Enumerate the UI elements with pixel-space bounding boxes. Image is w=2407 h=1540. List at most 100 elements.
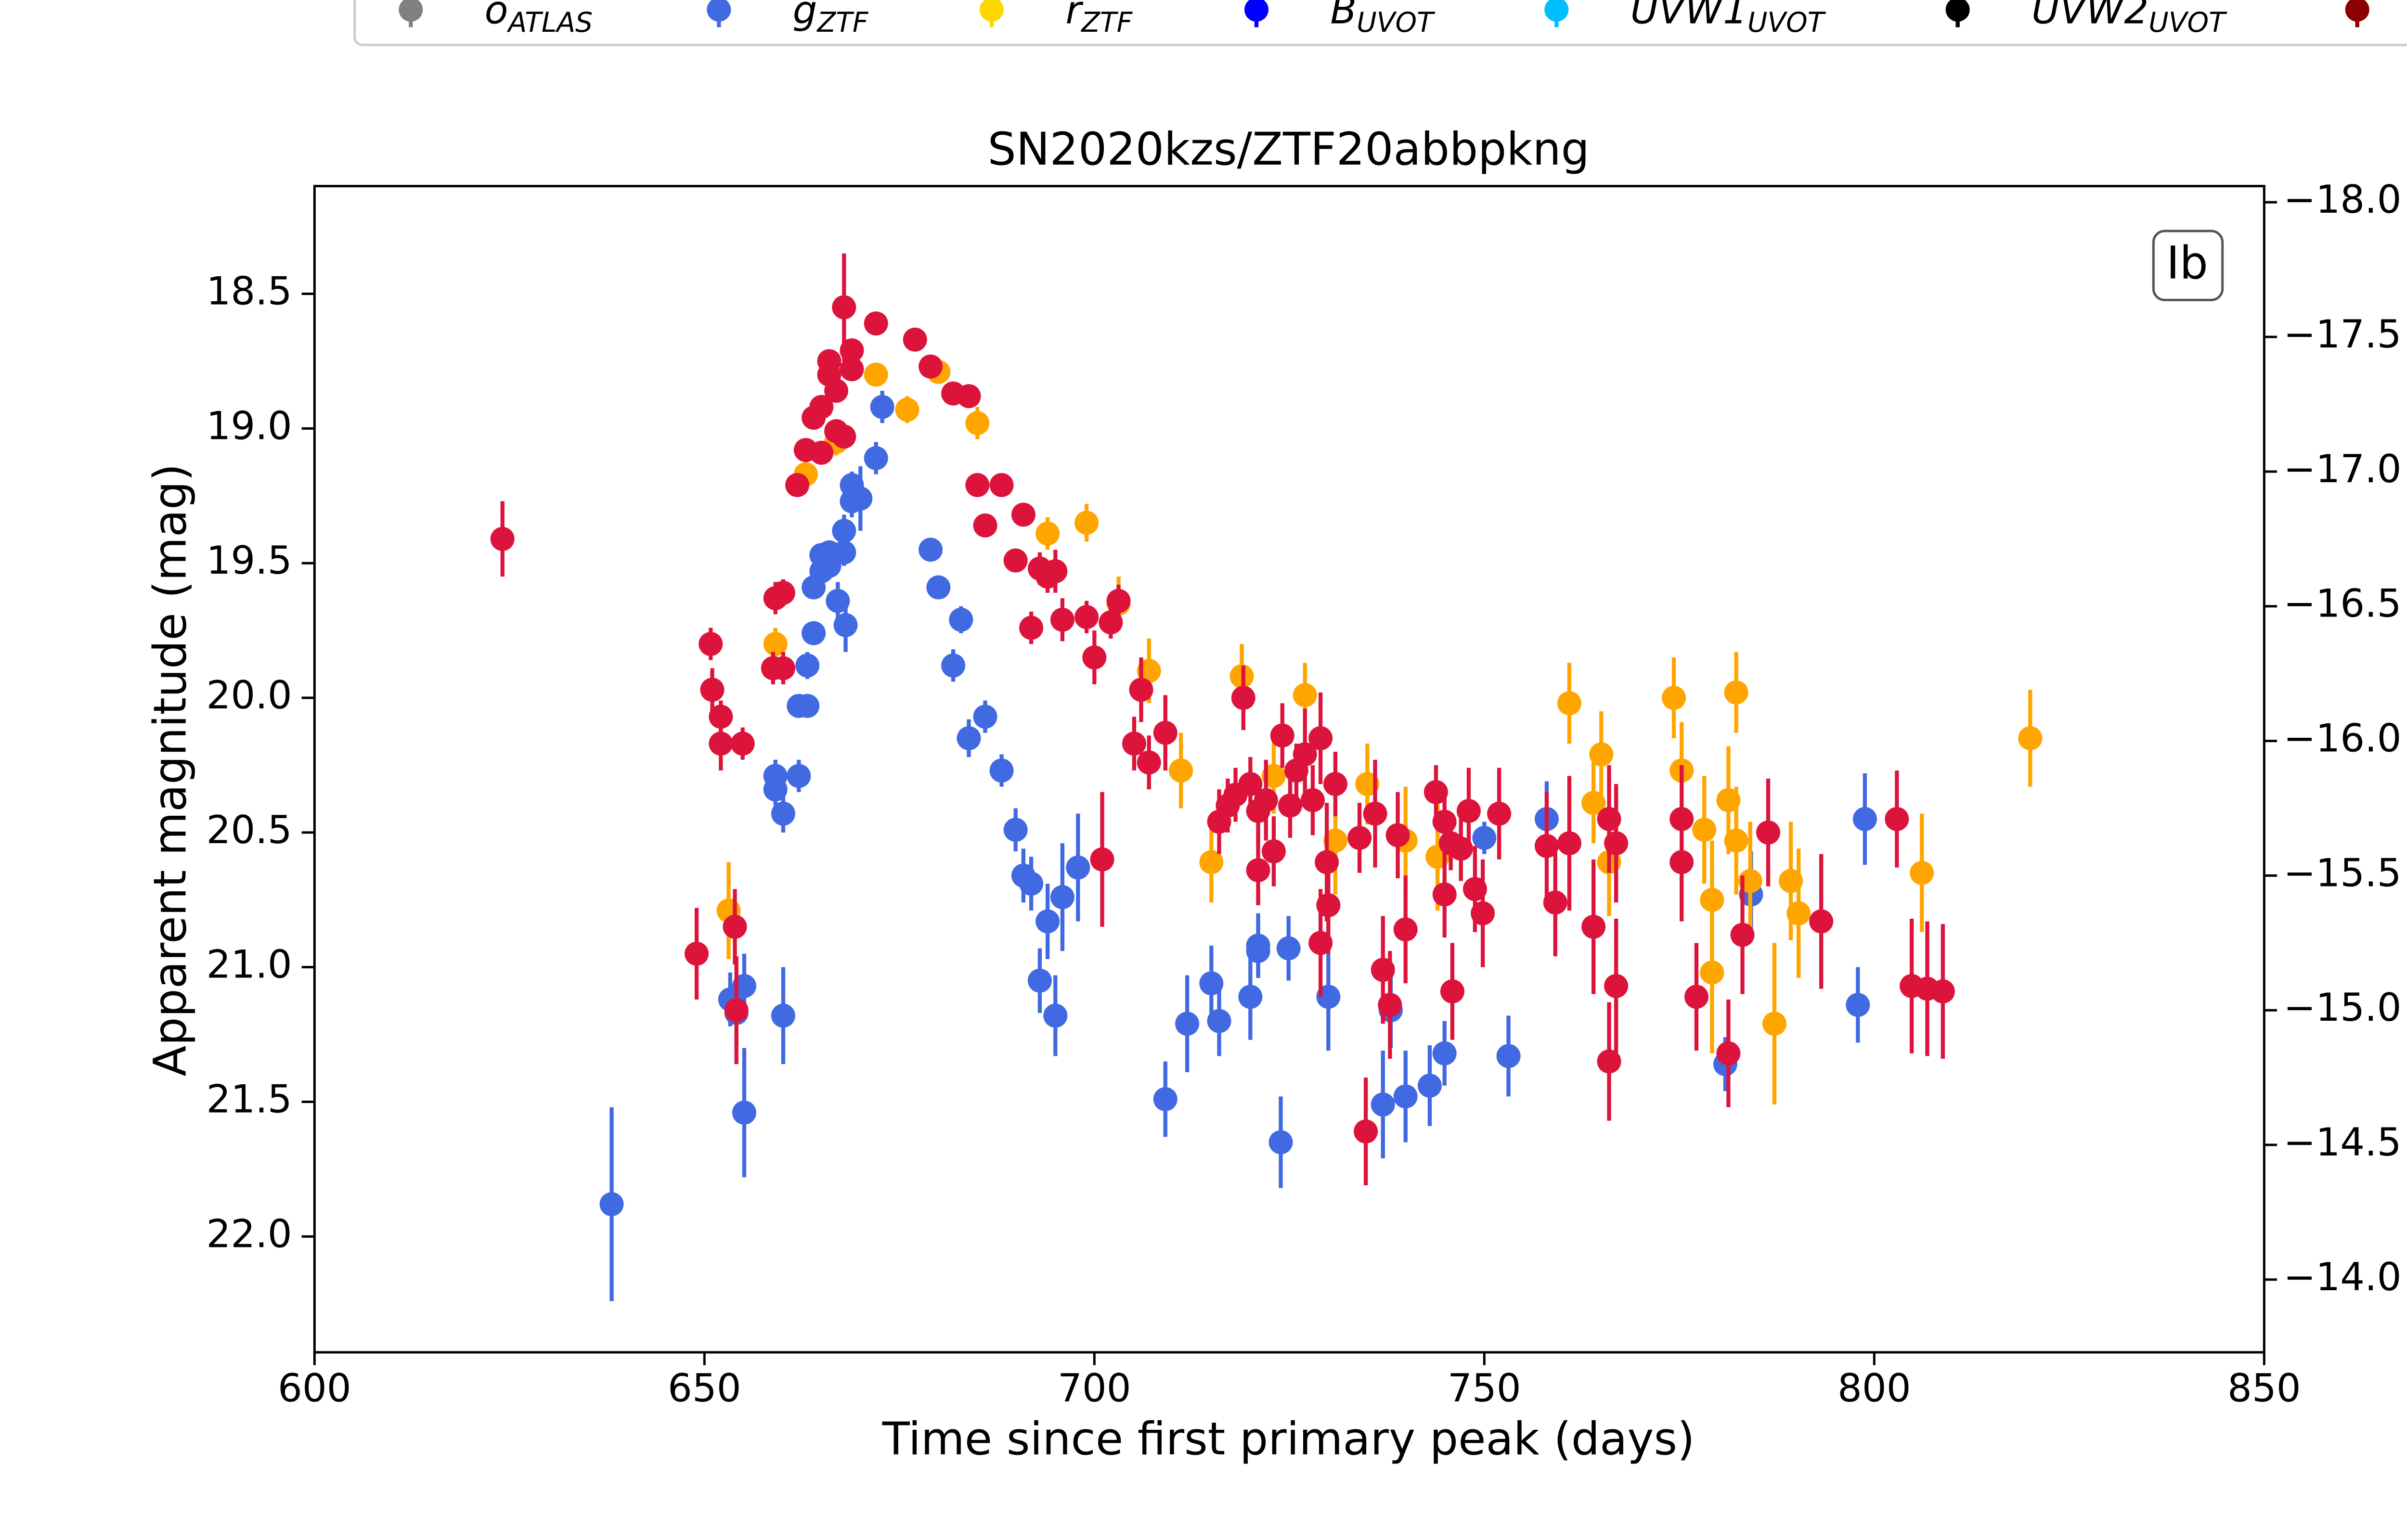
- legend-marker: [1544, 0, 1569, 22]
- data-point: [763, 632, 788, 656]
- y2-tick-label: −15.0: [2283, 985, 2401, 1030]
- data-point: [785, 473, 810, 497]
- data-point: [840, 338, 864, 363]
- y2-tick-label: −16.0: [2283, 716, 2401, 761]
- data-point: [1885, 807, 1909, 831]
- y2-tick-label: −14.0: [2283, 1255, 2401, 1299]
- data-point: [1347, 826, 1372, 850]
- data-point: [1323, 772, 1347, 796]
- data-point: [848, 486, 873, 511]
- data-point: [1716, 1041, 1741, 1065]
- data-point: [1003, 818, 1028, 842]
- data-point: [771, 656, 795, 680]
- data-point: [1246, 858, 1270, 883]
- data-point: [1371, 1092, 1395, 1117]
- data-point: [1300, 788, 1325, 812]
- data-point: [787, 764, 811, 788]
- data-point: [1293, 742, 1317, 767]
- legend-marker: [2345, 0, 2369, 22]
- data-point: [1074, 511, 1099, 535]
- data-point: [989, 473, 1014, 497]
- data-point: [771, 580, 795, 605]
- data-point: [1129, 678, 1153, 702]
- legend-name-sub: ATLAS: [506, 7, 593, 38]
- data-point: [1432, 882, 1457, 907]
- data-point: [1019, 872, 1044, 896]
- legend-label: BUVOT: [1330, 0, 1436, 38]
- data-point: [1604, 974, 1629, 998]
- legend-name: UVW2: [2032, 0, 2148, 33]
- annotation-box: [2152, 230, 2224, 301]
- legend-marker: [1244, 0, 1268, 22]
- data-point: [1756, 820, 1781, 845]
- data-point: [864, 362, 888, 387]
- x-axis-label: Time since first primary peak (days): [882, 1413, 1695, 1465]
- data-point: [1090, 847, 1114, 872]
- data-point: [957, 384, 981, 409]
- data-point: [1432, 809, 1457, 834]
- data-point: [832, 424, 856, 449]
- data-point: [1027, 968, 1052, 993]
- data-point: [723, 914, 747, 939]
- data-point: [1669, 850, 1694, 874]
- legend-name-sub: UVOT: [1747, 7, 1826, 38]
- y2-tick-label: −18.0: [2283, 177, 2401, 222]
- data-point: [1308, 726, 1333, 750]
- data-point: [1846, 993, 1870, 1017]
- x-tick-label: 750: [1448, 1366, 1521, 1411]
- data-point: [1910, 860, 1934, 885]
- legend-label: gZTF: [793, 0, 869, 38]
- data-point: [1557, 831, 1581, 856]
- y-tick-label: 21.0: [207, 942, 292, 987]
- data-point: [1423, 780, 1448, 804]
- data-point: [1106, 589, 1131, 613]
- data-point: [957, 726, 981, 750]
- data-point: [1543, 890, 1567, 915]
- data-point: [840, 357, 864, 382]
- data-point: [709, 732, 733, 756]
- data-point: [832, 295, 856, 320]
- data-point: [1066, 855, 1090, 880]
- legend-name: r: [1065, 0, 1084, 33]
- x-tick-label: 800: [1838, 1366, 1911, 1411]
- y2-tick-label: −15.5: [2283, 850, 2401, 895]
- data-point: [895, 398, 919, 422]
- data-point: [1393, 1084, 1418, 1109]
- data-point: [926, 575, 951, 600]
- legend-label: rZTF: [1065, 0, 1133, 38]
- data-point: [771, 801, 795, 826]
- x-tick-label: 650: [668, 1366, 741, 1411]
- data-point: [949, 607, 973, 632]
- data-point: [2018, 726, 2043, 750]
- legend-name: o: [485, 0, 508, 33]
- data-point: [1316, 893, 1341, 917]
- data-point: [1496, 1044, 1521, 1068]
- y-tick-label: 18.5: [207, 269, 292, 313]
- data-point: [795, 653, 820, 678]
- legend-label: UVW2UVOT: [2032, 0, 2227, 38]
- legend-label: UVW1UVOT: [1631, 0, 1826, 38]
- data-point: [1534, 834, 1559, 858]
- data-point: [989, 758, 1014, 783]
- data-point: [1035, 521, 1060, 546]
- data-point: [685, 941, 709, 966]
- data-point: [1246, 939, 1270, 963]
- y-axis-label: Apparent magnitude (mag): [144, 463, 196, 1076]
- legend-name-sub: UVOT: [1357, 7, 1436, 38]
- data-point: [1730, 923, 1755, 947]
- data-point: [832, 519, 856, 543]
- data-point: [1604, 831, 1629, 856]
- data-point: [730, 732, 755, 756]
- data-point: [864, 311, 888, 336]
- y2-tick-label: −17.5: [2283, 312, 2401, 357]
- data-point: [1043, 1003, 1068, 1028]
- data-point: [1238, 985, 1263, 1009]
- data-point: [1385, 823, 1410, 847]
- x-tick-label: 600: [278, 1366, 351, 1411]
- data-point: [1035, 909, 1060, 934]
- y2-tick-label: −16.5: [2283, 581, 2401, 626]
- data-point: [1261, 839, 1286, 864]
- legend-name: UVW1: [1631, 0, 1747, 33]
